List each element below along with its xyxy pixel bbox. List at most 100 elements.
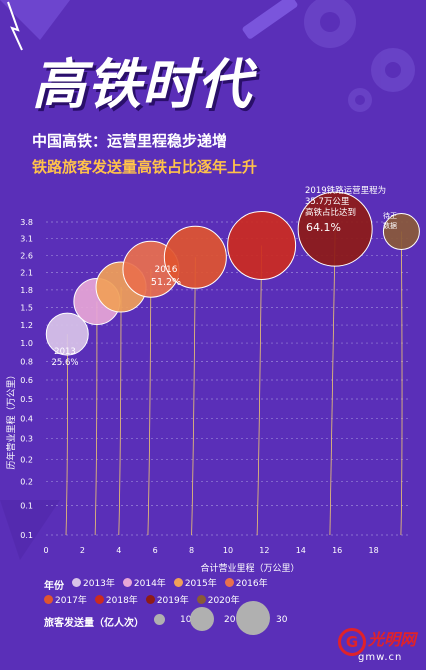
x-tick-label: 12 [259, 546, 269, 555]
bubble-stem [191, 257, 196, 536]
logo-g-icon: G [338, 628, 366, 656]
x-tick-label: 14 [296, 546, 306, 555]
callout-2019-line3: 高铁占比达到 [305, 207, 356, 218]
pending-line1: 待王 [383, 211, 397, 220]
bubble-stem [400, 231, 403, 536]
y-tick-label: 0.4 [20, 415, 33, 424]
y-tick-label: 0.8 [20, 357, 33, 366]
y-tick-label: 1.2 [20, 321, 33, 330]
y-tick-label: 3.1 [20, 235, 33, 244]
x-tick-label: 0 [43, 546, 48, 555]
size-legend: 旅客发送量（亿人次） 10 20 30 [44, 601, 324, 642]
legend-item: 2017年 [44, 593, 87, 606]
y-tick-label: 0.5 [20, 395, 33, 404]
bubble-2013年 [45, 312, 89, 356]
y-tick-label: 0.6 [20, 376, 33, 385]
size-legend-label-medium: 20 [224, 615, 236, 625]
bubbles [45, 191, 420, 356]
legend-item: 2018年 [94, 593, 138, 606]
x-tick-label: 10 [223, 546, 233, 555]
bubble-stem [256, 245, 263, 536]
x-tick-label: 2 [80, 546, 85, 555]
legend-dot [145, 595, 155, 604]
y-tick-label: 1.5 [20, 303, 33, 312]
bubble-stem [329, 229, 336, 536]
legend-item: 2019年 [145, 593, 189, 606]
callout-2019-line1: 2019铁路运营里程为 [305, 185, 386, 196]
bubble-2017年 [163, 225, 227, 289]
legend-dot [122, 578, 132, 587]
size-legend-circle-medium [190, 607, 214, 631]
callout-2013: 2013 25.6% [51, 347, 78, 368]
size-legend-label-large: 30 [276, 615, 288, 625]
pending-line2: 数据 [383, 221, 397, 230]
legend-item: 2016年 [224, 576, 268, 589]
legend-item: 2020年 [196, 593, 240, 606]
y-tick-label: 2.1 [20, 269, 33, 278]
y-tick-label: 0.3 [20, 435, 33, 444]
callout-2019: 2019铁路运营里程为 35.7万公里 高铁占比达到 64.1% [305, 185, 386, 234]
bubble-stem [118, 287, 122, 536]
y-tick-label: 0.2 [20, 456, 33, 465]
logo-domain: gmw.cn [358, 652, 403, 663]
legend-dot [94, 595, 104, 604]
legend-label: 2013年 [83, 579, 115, 589]
y-tick-label: 3.8 [20, 218, 33, 227]
y-axis-ticks: 0.1 0.1 0.2 0.2 0.3 0.4 0.5 0.6 0.8 1.0 1.2 1.5 1.8 2… [20, 218, 33, 540]
callout-2016-pct: 51.2% [151, 277, 181, 288]
bubble-stems [65, 229, 403, 536]
y-tick-label: 0.1 [20, 501, 33, 510]
x-tick-label: 18 [369, 546, 379, 555]
legend-dot [72, 578, 81, 587]
size-legend-circle-small [154, 614, 165, 625]
legend-label: 2018年 [105, 596, 138, 606]
callout-2016: 2016 51.2% [151, 265, 181, 288]
chart-grid [46, 221, 410, 536]
x-axis-label: 合计营业里程（万公里） [200, 562, 299, 574]
legend-label: 2019年 [156, 596, 189, 606]
year-legend: 年份 2013年 2014年 2015年 2016年 2017年 2018年 2019年 20… [44, 576, 304, 610]
subtitle-passenger-share: 铁路旅客发送量高铁占比逐年上升 [32, 158, 258, 176]
y-axis-label: 历年营业里程（万公里） [5, 370, 17, 469]
callout-2019-line2: 35.7万公里 [305, 197, 350, 207]
callout-pending: 待王 数据 [383, 211, 397, 230]
y-tick-label: 1.8 [20, 286, 33, 295]
legend-label: 2014年 [133, 579, 166, 589]
legend-label: 2016年 [235, 579, 268, 589]
subtitle-mileage: 中国高铁：运营里程稳步递增 [32, 132, 228, 150]
x-tick-label: 4 [116, 546, 121, 555]
legend-dot [196, 595, 206, 604]
size-legend-title: 旅客发送量（亿人次） [44, 618, 144, 629]
legend-item: 2014年 [122, 576, 166, 589]
year-legend-title: 年份 [44, 581, 64, 592]
bubble-stem [147, 269, 152, 536]
callout-2013-year: 2013 [54, 347, 76, 357]
callout-2013-pct: 25.6% [51, 358, 78, 368]
bubble-2019年 [297, 191, 373, 267]
x-tick-label: 6 [153, 546, 158, 555]
bubble-2018年 [227, 210, 297, 280]
y-tick-label: 1.0 [20, 339, 33, 348]
gmw-logo: G 光明网 gmw.cn [338, 626, 420, 666]
bubble-stem [94, 301, 98, 536]
logo-name: 光明网 [368, 630, 417, 649]
bubble-stem [65, 334, 68, 536]
bubble-2020年 [382, 213, 420, 251]
size-legend-circle-large [236, 601, 270, 635]
legend-label: 2015年 [184, 579, 217, 589]
legend-label: 2020年 [207, 596, 240, 606]
y-tick-label: 0.2 [20, 478, 33, 487]
x-tick-label: 16 [332, 546, 342, 555]
callout-2019-pct: 64.1% [306, 221, 341, 234]
y-tick-label: 2.6 [20, 252, 33, 261]
y-tick-label: 0.1 [20, 531, 33, 540]
legend-item: 2015年 [173, 576, 217, 589]
legend-item: 2013年 [72, 576, 115, 589]
legend-dot [44, 595, 53, 604]
legend-dot [224, 578, 234, 587]
legend-label: 2017年 [55, 596, 87, 606]
size-legend-label-small: 10 [180, 615, 192, 625]
x-axis-ticks: 0 2 4 6 8 10 12 14 16 18 [43, 546, 378, 555]
